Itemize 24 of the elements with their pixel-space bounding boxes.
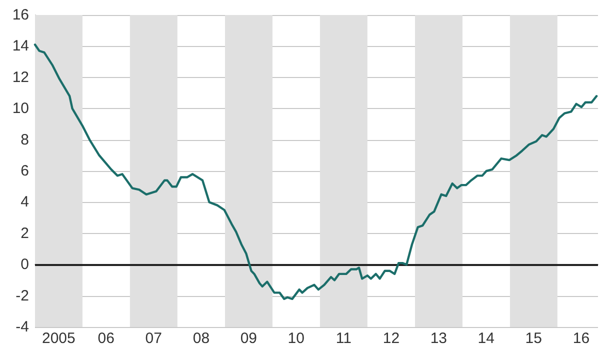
- y-tick-label: 4: [20, 194, 29, 211]
- x-tick-label: 14: [478, 330, 494, 346]
- y-tick-label: 10: [12, 100, 29, 118]
- y-tick-label: 0: [20, 256, 29, 274]
- x-tick-label: 07: [145, 330, 162, 346]
- y-tick-label: 2: [20, 224, 29, 242]
- y-tick-label: -4: [16, 318, 29, 336]
- x-tick-label: 13: [430, 330, 448, 346]
- y-tick-label: 6: [20, 162, 29, 180]
- x-tick-label: 2005: [42, 330, 76, 346]
- y-tick-label: -2: [16, 287, 29, 304]
- y-tick-label: 8: [20, 131, 29, 148]
- y-tick-label: 12: [12, 68, 29, 86]
- x-tick-label: 15: [525, 330, 542, 346]
- x-tick-label: 08: [192, 330, 210, 346]
- line-series: [34, 44, 598, 300]
- y-tick-label: 16: [12, 6, 29, 24]
- y-tick-label: 14: [12, 38, 29, 55]
- x-tick-label: 12: [382, 330, 400, 346]
- x-tick-label: 09: [240, 330, 258, 346]
- x-tick-label: 11: [336, 330, 352, 346]
- x-tick-label: 10: [288, 330, 304, 346]
- x-tick-label: 06: [98, 330, 114, 346]
- x-tick-label: 16: [572, 330, 590, 346]
